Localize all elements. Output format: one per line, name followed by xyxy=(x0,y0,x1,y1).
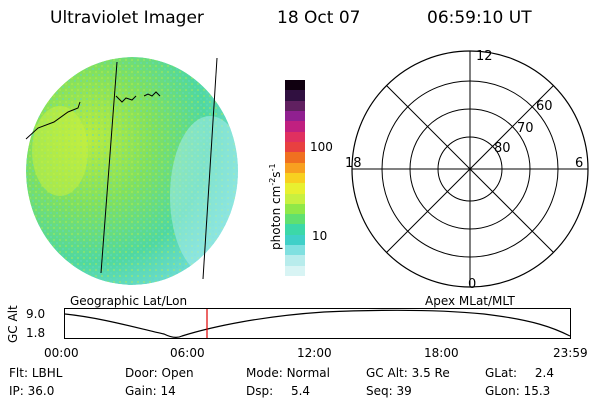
colorbar-tick-10: 10 xyxy=(312,229,328,243)
polar-label-12: 12 xyxy=(476,49,493,64)
colorbar-label: photon cm-2s-1 xyxy=(268,163,283,250)
disk-fill xyxy=(26,57,238,285)
uv-image xyxy=(25,57,238,285)
grid-line xyxy=(100,61,118,274)
info-ip: IP: 36.0 xyxy=(9,384,55,398)
colorbar-swatch xyxy=(285,214,305,225)
polar-label-18: 18 xyxy=(345,156,362,171)
altitude-curve xyxy=(64,309,571,338)
coastline xyxy=(143,91,161,97)
info-gc-alt: GC Alt: 3.5 Re xyxy=(366,366,450,380)
timeline-xtick-3: 18:00 xyxy=(424,346,459,360)
timeline-plot xyxy=(64,308,571,339)
colorbar-swatch xyxy=(285,234,305,246)
info-mode: Mode: Normal xyxy=(246,366,330,380)
info-door: Door: Open xyxy=(125,366,194,380)
timeline-ylabel: GC Alt xyxy=(6,305,20,343)
polar-label-80: 80 xyxy=(494,141,511,156)
colorbar-swatch xyxy=(285,193,305,204)
colorbar-swatch xyxy=(285,111,305,122)
grid-line xyxy=(202,57,218,280)
colorbar-swatch xyxy=(285,152,305,163)
info-glon: GLon: 15.3 xyxy=(485,384,551,398)
polar-grid: 12 60 70 80 18 6 0 xyxy=(345,49,589,292)
colorbar-swatch xyxy=(285,131,305,142)
info-flt: Flt: LBHL xyxy=(9,366,63,380)
colorbar-swatch xyxy=(285,172,305,184)
date-label: 18 Oct 07 xyxy=(277,8,361,28)
coastline xyxy=(25,101,81,140)
timeline-xtick-1: 06:00 xyxy=(170,346,205,360)
colorbar-swatch xyxy=(285,121,305,132)
timeline-xtick-2: 12:00 xyxy=(297,346,332,360)
colorbar-swatch xyxy=(285,183,305,194)
info-glat: GLat: 2.4 xyxy=(485,366,555,380)
apex-label: Apex MLat/MLT xyxy=(425,294,515,308)
polar-label-60: 60 xyxy=(536,99,553,114)
timeline-xtick-0: 00:00 xyxy=(44,346,79,360)
polar-label-70: 70 xyxy=(517,121,534,136)
colorbar-swatch xyxy=(285,203,305,215)
polar-label-6: 6 xyxy=(575,156,583,171)
time-label: 06:59:10 UT xyxy=(427,8,532,28)
polar-label-0: 0 xyxy=(468,277,476,292)
geo-label: Geographic Lat/Lon xyxy=(70,294,188,308)
coastline xyxy=(115,95,137,103)
app-title: Ultraviolet Imager xyxy=(50,8,204,28)
timeline-ytick-9: 9.0 xyxy=(26,307,46,321)
colorbar-swatch xyxy=(285,90,305,101)
timeline-xtick-4: 23:59 xyxy=(553,346,588,360)
info-dsp: Dsp: 5.4 xyxy=(246,384,311,398)
colorbar-swatch xyxy=(285,265,305,276)
colorbar-swatch xyxy=(285,245,305,256)
timeline-ytick-1-8: 1.8 xyxy=(26,326,46,340)
colorbar xyxy=(285,80,305,276)
info-seq: Seq: 39 xyxy=(366,384,412,398)
colorbar-swatch xyxy=(285,100,305,111)
colorbar-swatch xyxy=(285,162,305,173)
info-gain: Gain: 14 xyxy=(125,384,176,398)
colorbar-swatch xyxy=(285,80,305,91)
colorbar-tick-100: 100 xyxy=(310,140,333,154)
colorbar-swatch xyxy=(285,255,305,266)
colorbar-swatch xyxy=(285,141,305,153)
colorbar-swatch xyxy=(285,224,305,235)
